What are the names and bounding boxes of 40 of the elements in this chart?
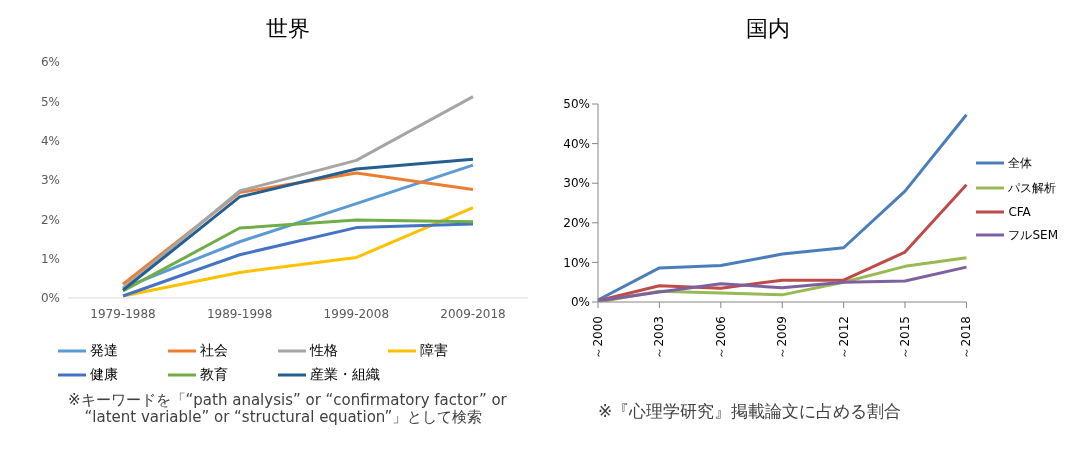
y-tick-label: 0% (40, 291, 60, 306)
legend-label: フルSEM (1008, 226, 1058, 244)
line-series (121, 95, 475, 290)
legend-label: 障害 (420, 342, 448, 360)
y-tick-label: 30% (563, 176, 590, 191)
y-tick-label: 1% (40, 251, 60, 266)
y-tick-label: 2% (40, 212, 60, 227)
legend-label: 教育 (200, 366, 228, 384)
x-tick-label: ～2018 (959, 316, 974, 359)
y-tick-label: 4% (40, 133, 60, 148)
legend-label: 健康 (90, 366, 118, 384)
text: ※『心理学研究』掲載論文に占める割合 (598, 401, 903, 422)
y-tick-label: 5% (40, 94, 60, 109)
legend-label: 社会 (200, 342, 228, 360)
y-tick-label: 3% (40, 173, 60, 188)
legend-label: 産業・組織 (310, 366, 380, 384)
chart-title: 国内 (745, 15, 791, 43)
legend-label: 全体 (1008, 154, 1033, 172)
x-tick-label: 1999-2008 (323, 307, 390, 321)
x-tick-label: 1979-1988 (90, 307, 156, 321)
x-tick-label: ～2006 (713, 316, 728, 359)
x-tick-label: ～2003 (652, 316, 667, 359)
legend-label: 発達 (90, 342, 118, 360)
legend-label: 性格 (310, 342, 338, 360)
legend-label: パス解析 (1008, 179, 1057, 197)
x-tick-label: ～2015 (898, 316, 913, 359)
y-tick-label: 40% (563, 136, 590, 151)
legend-label: CFA (1008, 204, 1031, 219)
x-tick-label: 2009-2018 (440, 307, 506, 321)
text: ※キーワードを「“path analysis” or “confirmatory factor” or “latent variable” or “structural equation”」として検索 (68, 391, 508, 427)
chart-title: 世界 (265, 15, 311, 43)
x-tick-label: ～2012 (836, 316, 851, 359)
y-tick-label: 6% (40, 55, 60, 70)
x-tick-label: ～2009 (775, 316, 790, 359)
x-tick-label: 1989-1998 (206, 307, 273, 321)
y-tick-label: 10% (563, 255, 590, 270)
y-tick-label: 20% (563, 216, 590, 231)
y-tick-label: 0% (570, 295, 590, 310)
y-tick-label: 50% (563, 97, 590, 112)
x-tick-label: ～2000 (591, 316, 605, 359)
